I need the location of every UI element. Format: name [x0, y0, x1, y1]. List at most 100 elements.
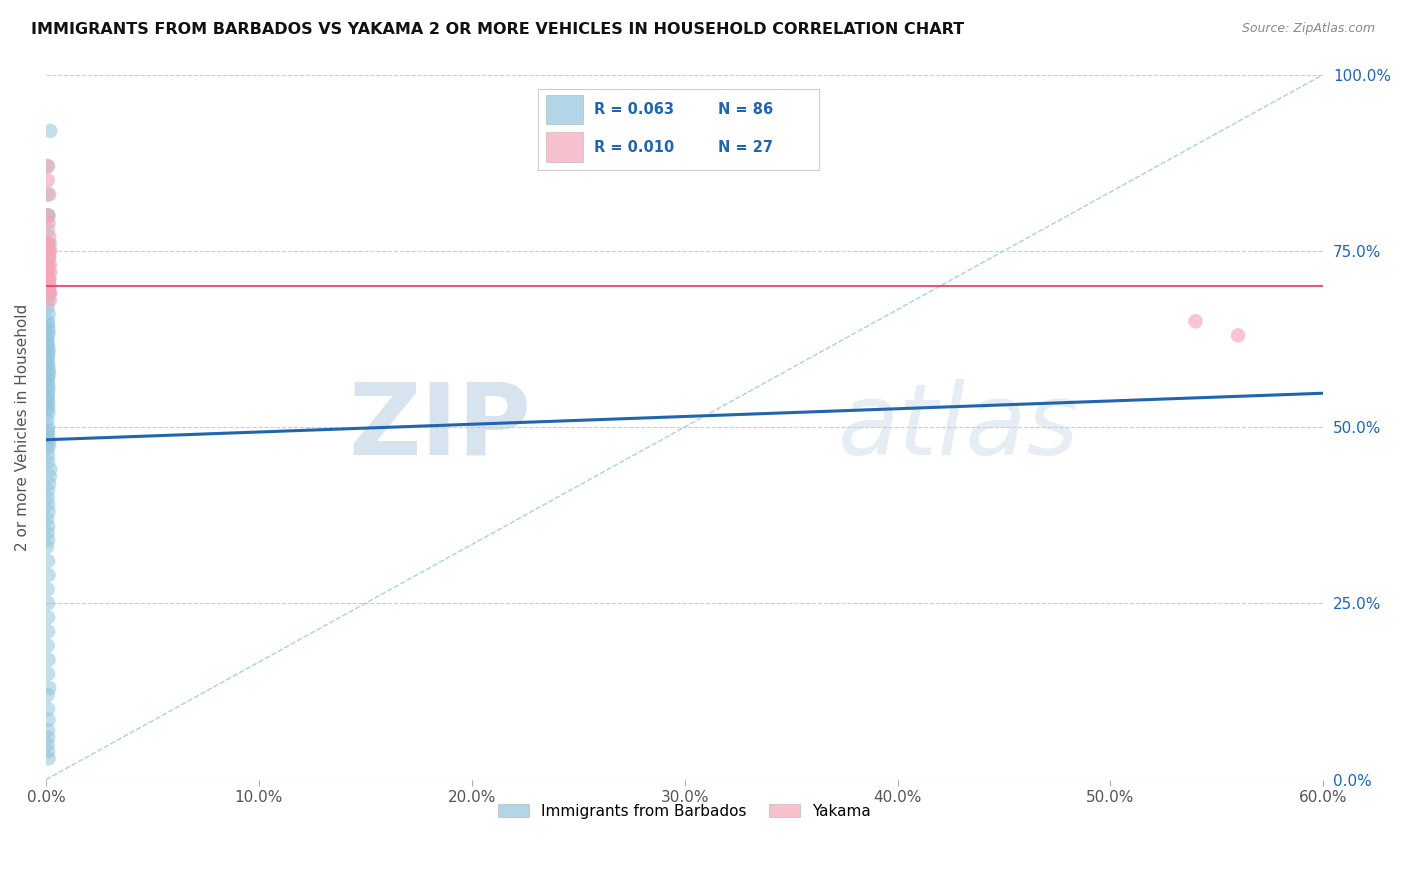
Point [37, 279, 59, 293]
Point [38, 251, 60, 265]
Point [37, 737, 59, 751]
Point [37, 377, 59, 392]
Point [37, 624, 59, 639]
Point [37, 395, 59, 409]
Point [37, 258, 59, 272]
Point [37, 731, 59, 745]
Point [37, 350, 59, 364]
Point [38, 279, 60, 293]
Point [37, 392, 59, 406]
Point [37, 399, 59, 413]
Point [37, 370, 59, 384]
Point [37, 554, 59, 568]
Point [37, 236, 59, 251]
Point [35, 413, 58, 427]
Point [37, 491, 59, 505]
Point [37, 402, 59, 417]
Point [38, 272, 60, 286]
Point [37, 455, 59, 469]
Point [37, 244, 59, 258]
Point [37, 265, 59, 279]
Point [37, 236, 59, 251]
Point [38, 681, 60, 695]
Text: IMMIGRANTS FROM BARBADOS VS YAKAMA 2 OR MORE VEHICLES IN HOUSEHOLD CORRELATION C: IMMIGRANTS FROM BARBADOS VS YAKAMA 2 OR … [31, 22, 965, 37]
Point [37, 723, 59, 738]
Point [38, 505, 60, 519]
Point [37, 424, 59, 438]
Point [37, 374, 59, 388]
Point [37, 639, 59, 653]
Point [37, 318, 59, 332]
Point [38, 286, 60, 301]
Point [37, 388, 59, 402]
Point [38, 568, 60, 582]
Point [37, 251, 59, 265]
Point [38, 283, 60, 297]
Point [38, 381, 60, 395]
Point [37, 357, 59, 371]
Point [38, 251, 60, 265]
Point [35, 540, 58, 554]
Point [38, 469, 60, 483]
Point [37, 448, 59, 462]
Point [37, 187, 59, 202]
Point [37, 582, 59, 597]
Point [37, 420, 59, 434]
Point [37, 533, 59, 547]
Point [37, 498, 59, 512]
Point [37, 159, 59, 173]
Point [38, 406, 60, 420]
Point [38, 236, 60, 251]
Point [37, 321, 59, 335]
Point [38, 751, 60, 765]
Point [37, 702, 59, 716]
Point [38, 364, 60, 378]
Point [37, 279, 59, 293]
Point [37, 427, 59, 442]
Point [37, 431, 59, 445]
Point [39, 265, 62, 279]
Point [37, 525, 59, 540]
Point [37, 666, 59, 681]
Point [37, 293, 59, 307]
Point [39, 286, 62, 301]
Text: Source: ZipAtlas.com: Source: ZipAtlas.com [1241, 22, 1375, 36]
Point [37, 483, 59, 498]
Point [37, 265, 59, 279]
Point [38, 343, 60, 357]
Point [37, 384, 59, 399]
Point [38, 244, 60, 258]
Point [37, 272, 59, 286]
Point [37, 688, 59, 702]
Point [38, 307, 60, 321]
Point [1227, 328, 1250, 343]
Point [38, 286, 60, 301]
Point [38, 209, 60, 223]
Point [37, 258, 59, 272]
Point [37, 300, 59, 314]
Point [37, 209, 59, 223]
Legend: Immigrants from Barbados, Yakama: Immigrants from Barbados, Yakama [492, 797, 877, 825]
Point [38, 293, 60, 307]
Point [37, 328, 59, 343]
Point [38, 272, 60, 286]
Point [38, 187, 60, 202]
Point [37, 360, 59, 375]
Point [39, 124, 62, 138]
Point [35, 512, 58, 526]
Point [35, 332, 58, 346]
Point [37, 339, 59, 353]
Point [37, 314, 59, 328]
Point [38, 438, 60, 452]
Point [37, 518, 59, 533]
Point [37, 353, 59, 368]
Point [38, 653, 60, 667]
Point [38, 434, 60, 449]
Point [37, 236, 59, 251]
Point [37, 744, 59, 758]
Point [38, 367, 60, 381]
Point [37, 173, 59, 187]
Point [39, 244, 62, 258]
Point [39, 462, 62, 476]
Point [38, 258, 60, 272]
